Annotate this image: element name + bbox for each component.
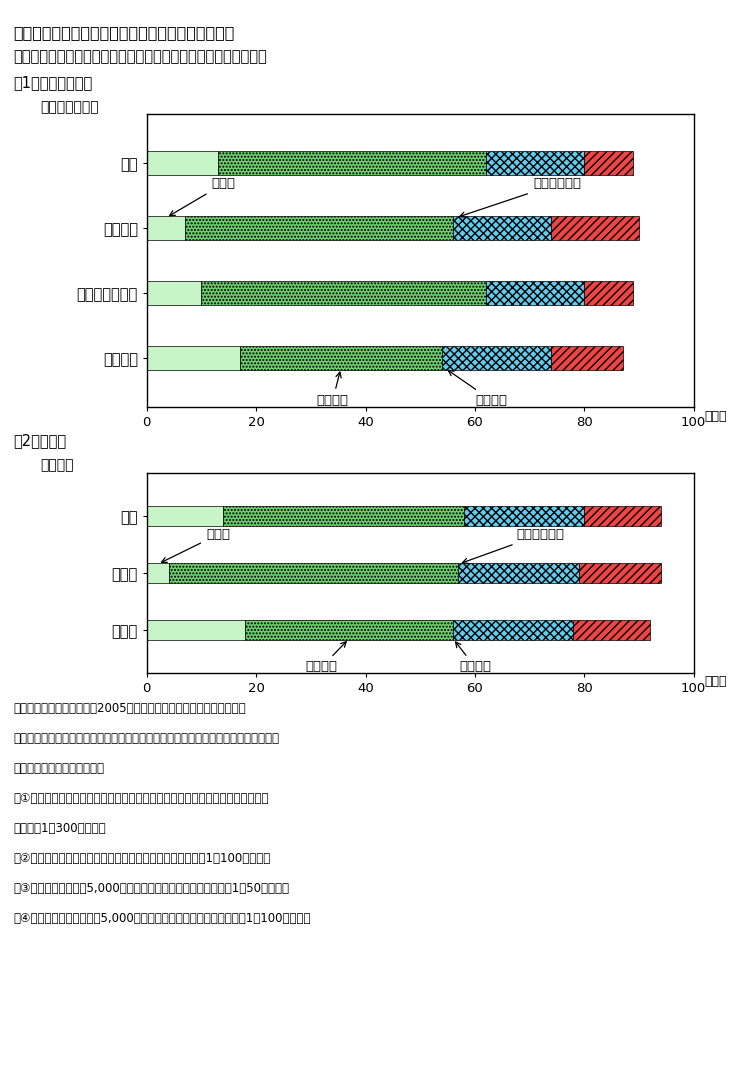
Text: 中小企業及び非製造業においてＩＴの有効活用が遅れている: 中小企業及び非製造業においてＩＴの有効活用が遅れている <box>13 49 267 65</box>
Bar <box>218 151 486 174</box>
Bar <box>584 151 633 174</box>
Bar <box>579 563 661 583</box>
Text: 企業横断: 企業横断 <box>456 642 491 674</box>
Text: 企業横断: 企業横断 <box>448 370 507 407</box>
Bar <box>147 281 201 305</box>
Bar <box>147 506 223 526</box>
Text: （資本金規模）: （資本金規模） <box>40 100 99 114</box>
Text: 第２－３－３図　企業の情報ネットワーク適用範囲: 第２－３－３図 企業の情報ネットワーク適用範囲 <box>13 25 235 40</box>
Bar <box>147 620 245 640</box>
Bar <box>147 563 169 583</box>
Bar <box>201 281 486 305</box>
Text: 部門内: 部門内 <box>170 178 236 215</box>
Bar <box>584 506 661 526</box>
Bar <box>573 620 650 640</box>
Text: （2）業種別: （2）業種別 <box>13 434 66 449</box>
Text: （1）資本金規模別: （1）資本金規模別 <box>13 75 92 90</box>
Bar <box>551 216 639 240</box>
Bar <box>147 216 185 240</box>
Text: 部署横断: 部署横断 <box>317 372 349 407</box>
Bar <box>459 563 579 583</box>
Bar <box>185 216 453 240</box>
Text: （業種）: （業種） <box>40 458 74 472</box>
Bar <box>551 346 622 370</box>
Bar <box>464 506 584 526</box>
Bar <box>584 281 633 305</box>
Text: （備考）１．経済産業省（2005）「情報処理実態調査」により作成。: （備考）１．経済産業省（2005）「情報処理実態調査」により作成。 <box>13 702 246 714</box>
Bar <box>240 346 442 370</box>
Bar <box>147 346 240 370</box>
Bar <box>245 620 453 640</box>
Text: ④サービス業は、資本金5,000万円以下または常時雇用する従業吴1が100人以下。: ④サービス業は、資本金5,000万円以下または常時雇用する従業吴1が100人以下… <box>13 912 310 925</box>
Text: 関連会社横断: 関連会社横断 <box>462 528 564 564</box>
Text: （％）: （％） <box>705 410 727 423</box>
Bar <box>169 563 459 583</box>
Text: いう。定義は以下の通り。: いう。定義は以下の通り。 <box>13 762 104 775</box>
Bar <box>486 151 584 174</box>
Bar <box>453 620 573 640</box>
Text: 業吴1が300人以下。: 業吴1が300人以下。 <box>13 822 106 835</box>
Text: ２．中小企業とは、中小企業基本法第２条第１項の規定に基づく「中小企業者」を: ２．中小企業とは、中小企業基本法第２条第１項の規定に基づく「中小企業者」を <box>13 732 279 745</box>
Bar <box>442 346 551 370</box>
Bar <box>453 216 551 240</box>
Text: 部署横断: 部署横断 <box>306 641 346 674</box>
Text: （％）: （％） <box>705 675 727 688</box>
Text: 関連会社横断: 関連会社横断 <box>459 178 581 217</box>
Bar <box>486 281 584 305</box>
Bar <box>223 506 464 526</box>
Bar <box>147 151 218 174</box>
Text: ③小売業は、資本金5,000万円以下または常時雇用する従業吴1が50人以下。: ③小売業は、資本金5,000万円以下または常時雇用する従業吴1が50人以下。 <box>13 882 289 895</box>
Text: ①製造業・建設業・運輸業その他は、資本金３億円以下または常時雇用する従: ①製造業・建設業・運輸業その他は、資本金３億円以下または常時雇用する従 <box>13 792 269 805</box>
Text: 部門内: 部門内 <box>161 528 230 563</box>
Text: ②卸売業は、資本金１億円以下または常時雇用する従業吴1が100人以下。: ②卸売業は、資本金１億円以下または常時雇用する従業吴1が100人以下。 <box>13 852 270 865</box>
